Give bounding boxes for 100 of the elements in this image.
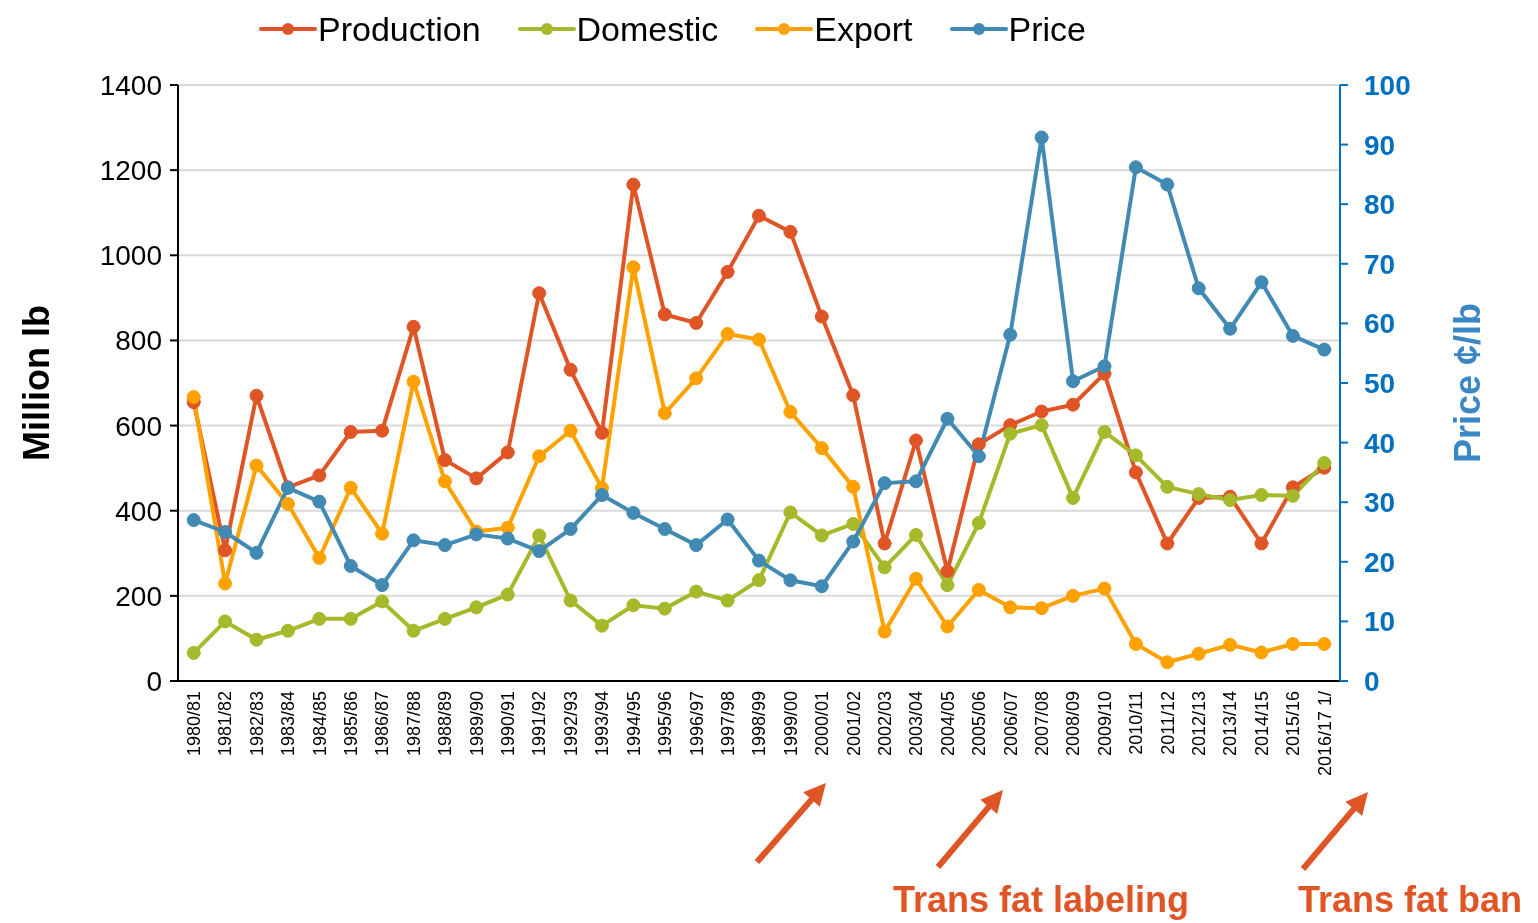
point <box>783 573 798 588</box>
y2-tick-label: 50 <box>1364 367 1396 399</box>
point <box>1066 397 1081 412</box>
point <box>752 573 766 588</box>
x-tick-label: 1980/81 <box>184 691 204 757</box>
y-tick-label: 1000 <box>99 240 162 272</box>
point <box>1317 342 1332 357</box>
point <box>1066 374 1081 389</box>
point <box>1254 645 1269 660</box>
point <box>909 433 924 448</box>
point <box>626 177 641 192</box>
x-tick-label: 2002/03 <box>874 691 895 757</box>
point <box>312 468 327 483</box>
point <box>218 525 233 539</box>
point <box>218 576 233 591</box>
point <box>720 327 735 342</box>
point <box>877 560 892 575</box>
y-tick-label: 600 <box>115 410 162 442</box>
point <box>500 587 515 602</box>
point <box>877 476 892 491</box>
point <box>846 479 861 494</box>
point <box>752 553 766 568</box>
text: Trans fat ban <box>1298 879 1523 920</box>
point <box>1034 418 1049 433</box>
x-tick-label: 1985/86 <box>341 691 362 757</box>
point <box>594 488 609 503</box>
point <box>500 445 515 460</box>
point <box>1128 448 1143 463</box>
point <box>1285 328 1300 343</box>
x-tick-label: 2003/04 <box>906 691 927 757</box>
y-tick-label: 0 <box>146 665 162 697</box>
point <box>312 494 327 509</box>
point <box>563 362 578 377</box>
text: Trans fat labeling <box>893 879 1190 920</box>
legend-label: Production <box>318 9 481 50</box>
point <box>343 480 358 495</box>
point <box>186 390 201 405</box>
point <box>689 371 704 386</box>
point <box>343 424 358 439</box>
point <box>1160 177 1175 192</box>
x-tick-label: 1988/89 <box>435 691 456 757</box>
point <box>626 260 641 275</box>
point <box>469 471 484 486</box>
point <box>249 632 264 647</box>
point <box>814 579 829 594</box>
y-tick-label: 800 <box>115 325 162 357</box>
point <box>437 538 452 553</box>
y2-tick-label: 100 <box>1364 69 1411 101</box>
y2-tick-label: 60 <box>1364 308 1396 340</box>
point <box>1034 130 1049 145</box>
point <box>249 388 264 403</box>
x-tick-label: 2015/16 <box>1283 691 1304 757</box>
point <box>375 526 390 541</box>
x-tick-label: 2008/09 <box>1063 691 1084 757</box>
point <box>940 578 955 593</box>
y-tick-label: 1400 <box>99 69 162 101</box>
point <box>280 623 295 638</box>
point <box>626 505 641 520</box>
point <box>1254 487 1269 502</box>
point <box>186 513 201 528</box>
point <box>1285 636 1300 651</box>
x-tick-label: 1994/95 <box>623 691 644 757</box>
point <box>720 593 735 608</box>
x-tick-label: 1991/92 <box>529 691 550 757</box>
y-tick-label: 200 <box>115 580 162 612</box>
point <box>563 423 578 438</box>
point <box>783 224 798 239</box>
point <box>909 527 924 542</box>
y-tick-label: 400 <box>115 495 162 527</box>
x-tick-label: 1997/98 <box>717 691 738 757</box>
point <box>940 411 955 426</box>
y2-tick-label: 30 <box>1364 487 1396 519</box>
point <box>877 624 892 639</box>
x-tick-label: 2016/17 1/ <box>1314 691 1335 777</box>
point <box>1191 281 1206 296</box>
point <box>657 601 672 616</box>
point <box>657 307 672 322</box>
point <box>218 614 233 629</box>
point <box>909 571 924 586</box>
point <box>1160 479 1175 494</box>
point <box>1191 646 1206 661</box>
point <box>1317 636 1332 651</box>
point <box>1097 424 1112 439</box>
x-tick-label: 2007/08 <box>1031 691 1052 757</box>
point <box>971 437 986 452</box>
x-tick-label: 1998/99 <box>749 691 770 757</box>
point <box>657 406 672 421</box>
x-tick-label: 1995/96 <box>655 691 676 757</box>
x-tick-label: 1983/84 <box>278 691 299 757</box>
x-tick-label: 2004/05 <box>937 691 958 757</box>
point <box>343 611 358 626</box>
x-tick-label: 1989/90 <box>466 691 487 757</box>
point <box>752 208 766 223</box>
x-tick-label: 2011/12 <box>1157 691 1178 755</box>
point <box>249 458 264 473</box>
point <box>783 505 798 520</box>
point <box>1034 404 1049 419</box>
y2-tick-label: 90 <box>1364 129 1396 161</box>
point <box>375 578 390 593</box>
y2-tick-label: 0 <box>1364 665 1380 697</box>
